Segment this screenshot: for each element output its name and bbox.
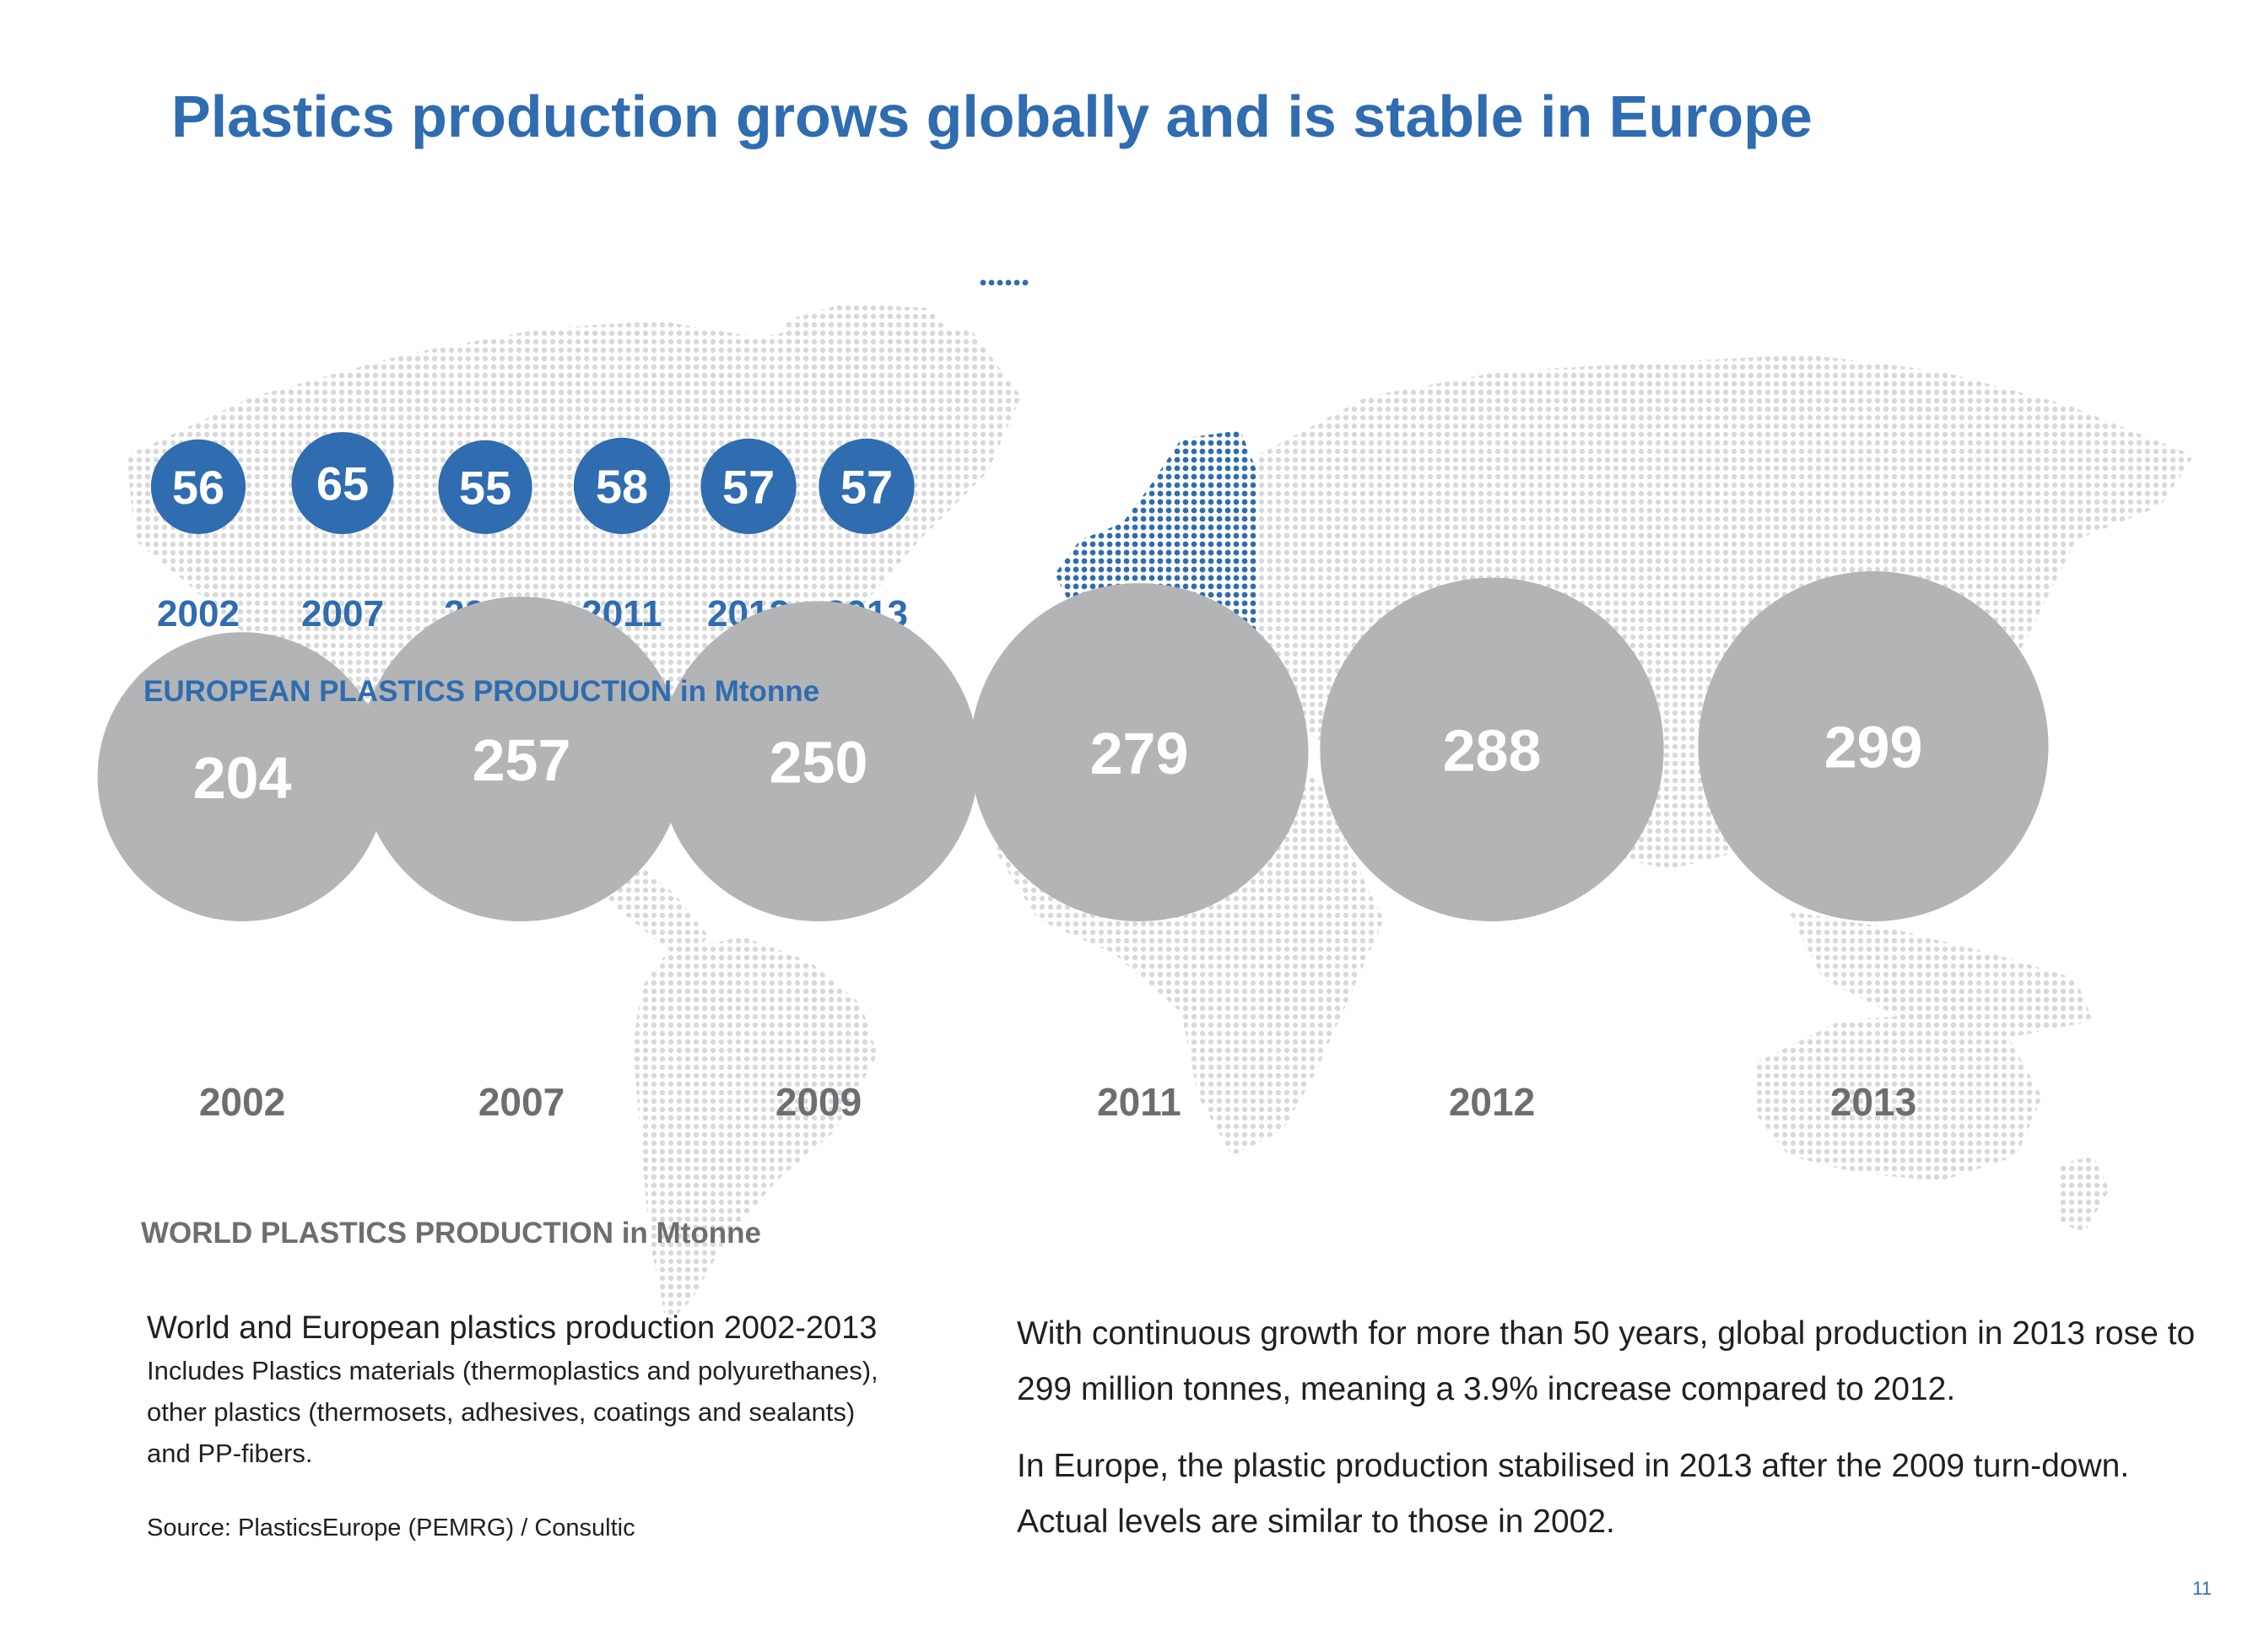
world-year-label-2013: 2013 — [1830, 1080, 1916, 1124]
eu-year-label-2002: 2002 — [157, 593, 240, 634]
notes-line-1: Includes Plastics materials (thermoplast… — [147, 1356, 878, 1385]
world-bubble-2009 — [658, 601, 979, 921]
figure-notes: World and European plastics production 2… — [147, 1306, 1008, 1549]
world-value-label-2013: 299 — [1824, 715, 1923, 780]
eu-bubble-2013 — [819, 438, 915, 534]
growth-paragraph: With continuous growth for more than 50 … — [1017, 1315, 2196, 1407]
source-note: Source: PlasticsEurope (PEMRG) / Consult… — [147, 1514, 635, 1541]
world-value-label-2002: 204 — [193, 745, 292, 811]
eu-bubble-2011 — [573, 437, 671, 534]
page-number: 11 — [2192, 1578, 2212, 1599]
world-value-label-2011: 279 — [1090, 721, 1189, 786]
eu-value-label-2007: 65 — [316, 457, 369, 510]
world-year-label-2007: 2007 — [478, 1080, 565, 1124]
world-year-label-2002: 2002 — [199, 1080, 285, 1124]
eu-year-label-2007: 2007 — [301, 593, 384, 634]
europe-paragraph: In Europe, the plastic production stabil… — [1017, 1448, 2130, 1540]
notes-line-3: and PP-fibers. — [147, 1439, 313, 1468]
eu-value-label-2011: 58 — [596, 460, 648, 513]
world-bubble-2011 — [970, 583, 1309, 921]
eu-value-label-2009: 55 — [459, 462, 511, 515]
world-bubble-2012 — [1320, 577, 1664, 921]
world-bubble-2002 — [97, 632, 387, 921]
world-bubble-2007 — [359, 597, 684, 921]
notes-heading: World and European plastics production 2… — [147, 1310, 878, 1346]
eu-bubble-2007 — [291, 432, 394, 534]
eu-bubble-2012 — [700, 438, 797, 534]
eu-value-label-2013: 57 — [840, 461, 893, 514]
eu-value-label-2002: 56 — [172, 461, 224, 514]
eu-value-label-2012: 57 — [722, 461, 775, 514]
page-title: Plastics production grows globally and i… — [171, 84, 1813, 149]
world-value-label-2009: 250 — [770, 729, 868, 795]
european-caption: EUROPEAN PLASTICS PRODUCTION in Mtonne — [143, 675, 820, 708]
world-production-bubbles: 204 2002 257 2007 250 2009 279 2011 288 2012 299 20… — [97, 571, 2049, 1124]
world-year-label-2012: 2012 — [1449, 1080, 1535, 1124]
world-bubble-2013 — [1698, 571, 2049, 921]
world-year-label-2009: 2009 — [775, 1080, 862, 1124]
eu-bubble-2009 — [438, 440, 532, 535]
world-caption: WORLD PLASTICS PRODUCTION in Mtonne — [141, 1217, 761, 1250]
eu-bubble-2002 — [150, 439, 246, 534]
world-year-label-2011: 2011 — [1097, 1080, 1181, 1124]
notes-line-2: other plastics (thermosets, adhesives, c… — [147, 1397, 856, 1427]
world-value-label-2012: 288 — [1443, 718, 1542, 784]
world-value-label-2007: 257 — [473, 727, 571, 793]
